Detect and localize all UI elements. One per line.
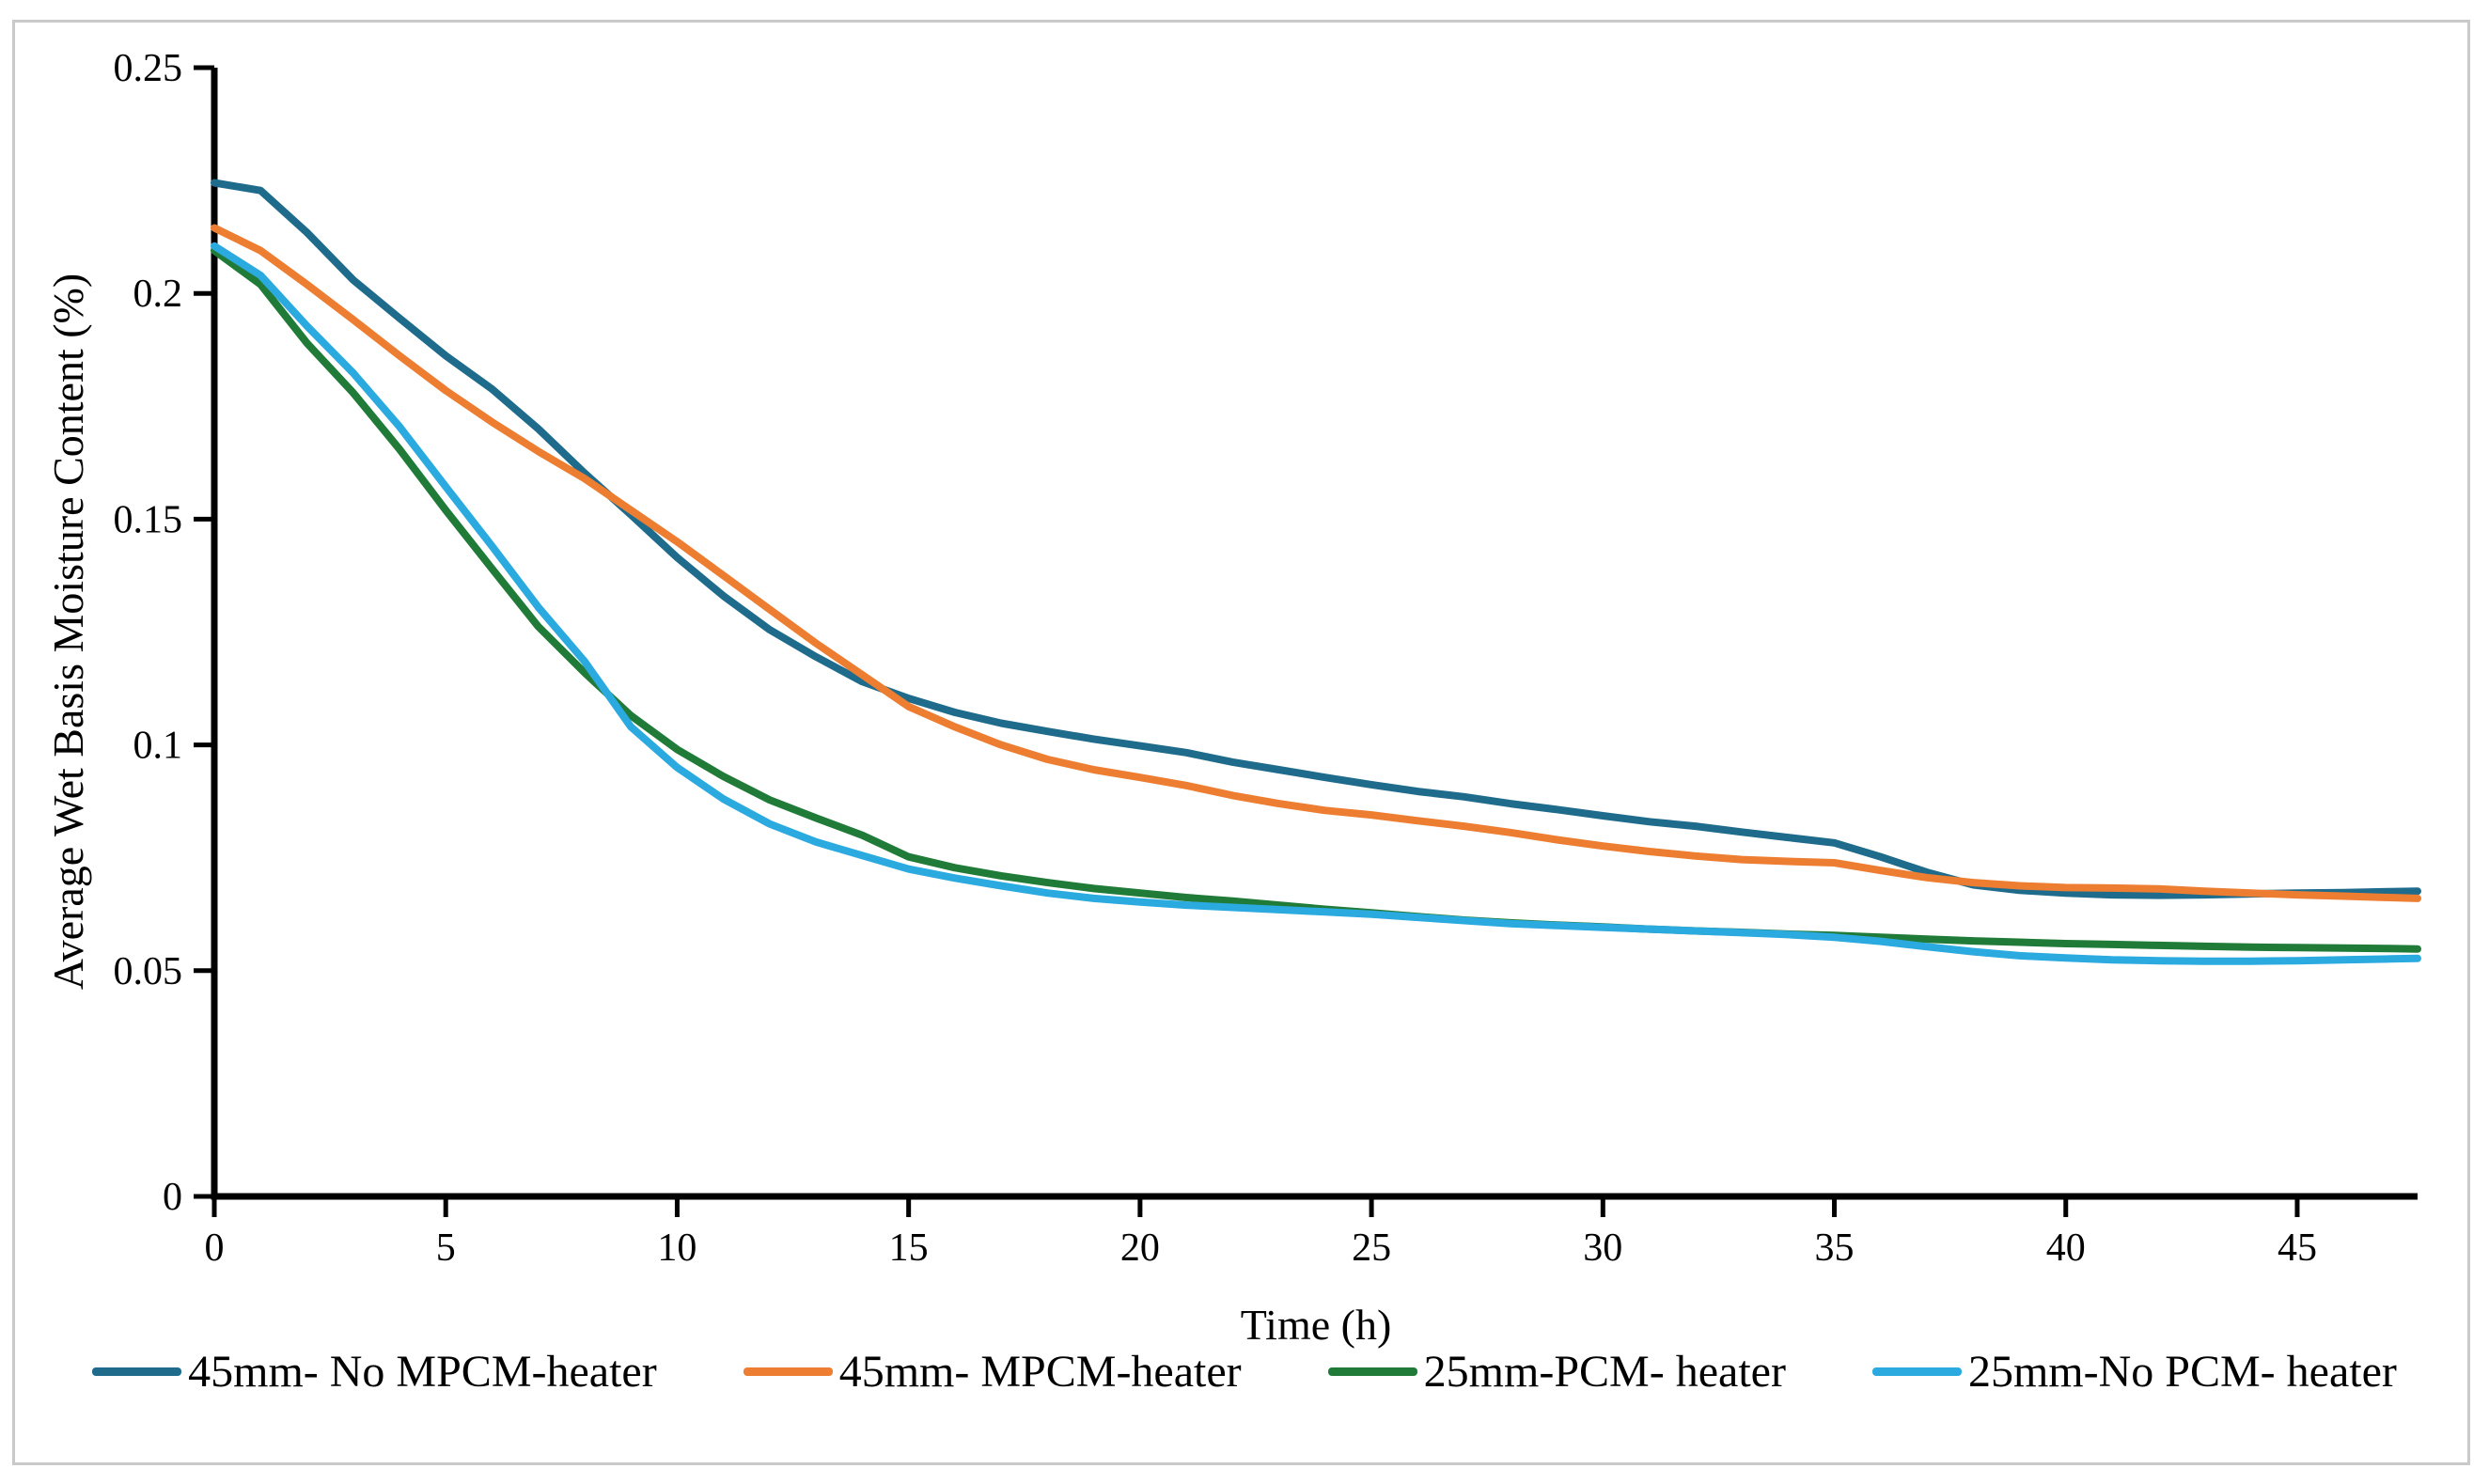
x-tick-label: 45 [2278,1226,2317,1270]
y-tick-label: 0.25 [114,47,183,90]
y-tick-label: 0.05 [114,950,183,993]
series-line [211,246,2421,953]
legend-item: 45mm- No MPCM-heater [92,1346,657,1398]
series-line [211,242,2421,965]
x-tick-label: 10 [657,1226,697,1270]
legend-label: 45mm- No MPCM-heater [188,1347,657,1397]
legend-item: 25mm-PCM- heater [1327,1346,1786,1398]
x-tick-label: 35 [1815,1226,1855,1270]
legend-item: 45mm- MPCM-heater [743,1346,1242,1398]
x-tick-label: 0 [205,1226,225,1270]
y-tick-label: 0.2 [133,273,183,316]
x-tick-label: 15 [889,1226,929,1270]
series-lines [211,179,2421,965]
legend-swatch [1871,1367,1962,1376]
legend-item: 25mm-No PCM- heater [1871,1346,2397,1398]
legend: 45mm- No MPCM-heater 45mm- MPCM-heater 25m… [0,1346,2489,1398]
y-axis-title: Average Wet Basis Moisture Content (%) [44,273,92,990]
legend-swatch [1327,1367,1417,1376]
y-tick-label: 0.15 [114,498,183,541]
x-tick-label: 30 [1583,1226,1622,1270]
x-tick-label: 40 [2046,1226,2086,1270]
series-line [211,224,2421,902]
series-line [211,179,2421,899]
legend-label: 45mm- MPCM-heater [838,1347,1242,1397]
x-axis-title: Time (h) [1241,1301,1392,1349]
y-tick-label: 0 [163,1176,182,1219]
x-tick-label: 20 [1120,1226,1160,1270]
legend-swatch [92,1367,182,1376]
legend-label: 25mm-No PCM- heater [1967,1347,2397,1397]
legend-swatch [743,1367,833,1376]
y-tick-label: 0.1 [133,725,183,768]
x-tick-label: 5 [436,1226,456,1270]
tick-marks [194,65,2300,1217]
tick-labels: 0 5 10 15 20 25 30 35 40 45 0 0.05 0.1 0.15 0.2 0.25 [114,47,2317,1270]
legend-label: 25mm-PCM- heater [1423,1347,1786,1397]
x-tick-label: 25 [1352,1226,1391,1270]
